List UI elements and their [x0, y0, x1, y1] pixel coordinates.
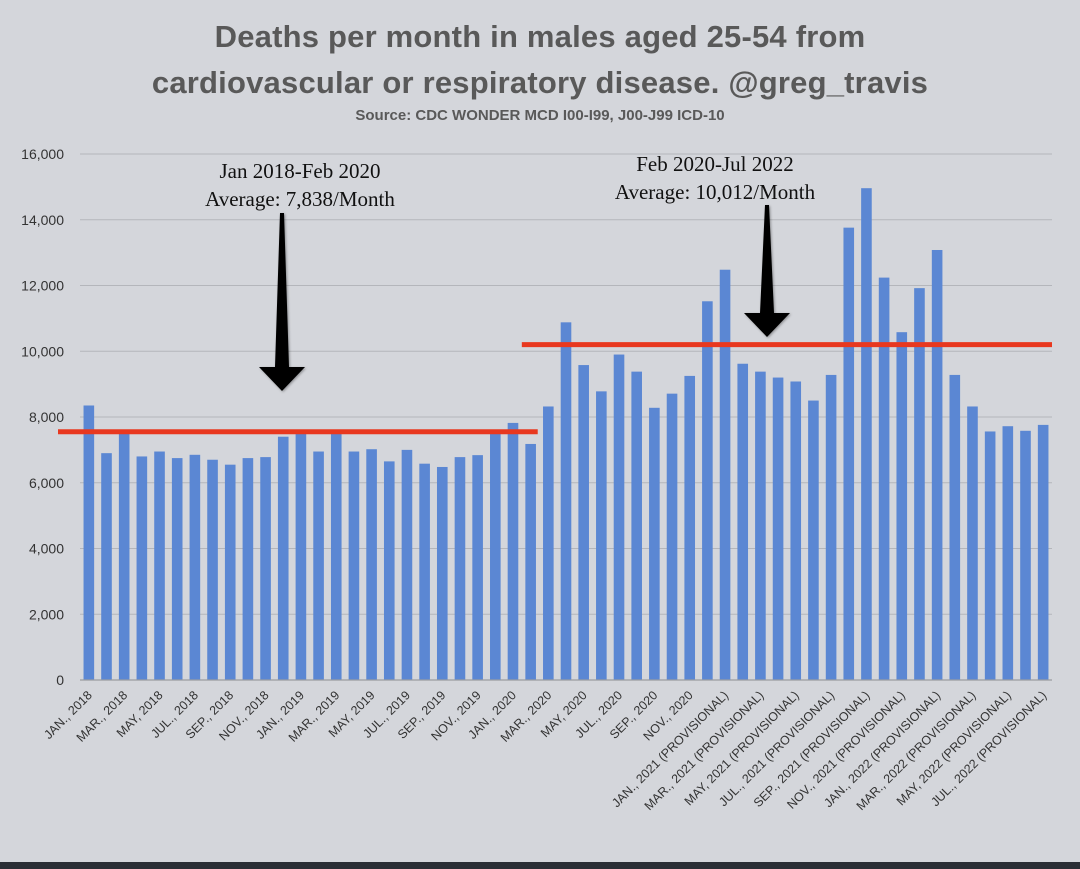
bar [702, 301, 713, 680]
bar [931, 249, 943, 680]
bar [843, 227, 855, 680]
y-tick-label: 8,000 [29, 409, 64, 425]
annotation-right-period: Feb 2020-Jul 2022 [636, 152, 794, 176]
y-tick-label: 16,000 [21, 146, 64, 162]
bar [472, 455, 483, 680]
y-tick-label: 2,000 [29, 606, 64, 622]
bar [772, 377, 784, 680]
y-tick-label: 6,000 [29, 475, 64, 491]
bar [136, 456, 148, 680]
bar [154, 451, 165, 680]
y-tick-label: 12,000 [21, 278, 64, 294]
bar [366, 449, 377, 680]
bar [525, 443, 536, 680]
y-tick-label: 0 [56, 672, 64, 688]
chart-title-line-2: cardiovascular or respiratory disease. @… [151, 65, 929, 100]
bar [1037, 424, 1049, 680]
bar [684, 375, 696, 680]
chart-subtitle: Source: CDC WONDER MCD I00-I99, J00-J99 … [355, 107, 725, 124]
chart-title-line-1: Deaths per month in males aged 25-54 fro… [214, 19, 866, 54]
bar [101, 453, 112, 680]
y-tick-label: 10,000 [21, 343, 64, 359]
bar [277, 436, 289, 680]
bar [242, 458, 254, 680]
bar [454, 457, 466, 680]
bar [543, 406, 554, 680]
y-tick-label: 14,000 [21, 212, 64, 228]
bar [118, 431, 130, 680]
bar [436, 466, 448, 680]
bar [825, 374, 837, 680]
bar [330, 430, 342, 680]
bar [224, 464, 236, 680]
annotation-left-period: Jan 2018-Feb 2020 [219, 159, 381, 183]
bar [383, 461, 395, 680]
bar [507, 422, 519, 680]
bar [878, 277, 890, 680]
bar [719, 269, 731, 680]
bar [1020, 430, 1031, 680]
down-arrow-icon [259, 213, 305, 391]
bar [1002, 426, 1014, 680]
down-arrow-icon [744, 205, 790, 337]
bar [207, 459, 218, 680]
bar [896, 332, 908, 680]
bar [348, 451, 360, 680]
bar [171, 458, 183, 680]
bar [419, 463, 430, 680]
bar [490, 433, 501, 680]
y-tick-label: 4,000 [29, 541, 64, 557]
bar [861, 188, 872, 680]
bar [790, 381, 802, 680]
annotation-right-average: Average: 10,012/Month [614, 180, 816, 204]
bar [401, 449, 413, 680]
annotation-left: Jan 2018-Feb 2020 Average: 7,838/Month [150, 157, 450, 213]
bar [755, 371, 766, 680]
bar [313, 451, 324, 680]
bar [984, 431, 996, 680]
bar [613, 354, 625, 680]
bar [596, 391, 607, 680]
bar [578, 365, 589, 680]
bar [949, 374, 961, 680]
bar [666, 393, 678, 680]
annotation-left-average: Average: 7,838/Month [205, 187, 395, 211]
bar [737, 363, 749, 680]
annotation-right: Feb 2020-Jul 2022 Average: 10,012/Month [565, 150, 865, 206]
bar [914, 288, 925, 680]
bar [560, 322, 572, 680]
bar [295, 431, 307, 680]
bar [260, 457, 271, 680]
bar [189, 454, 201, 680]
bar [631, 371, 642, 680]
bottom-edge-bar [0, 862, 1080, 869]
bar [83, 405, 95, 680]
bar [808, 400, 819, 680]
bar [967, 406, 978, 680]
bar [649, 407, 660, 680]
